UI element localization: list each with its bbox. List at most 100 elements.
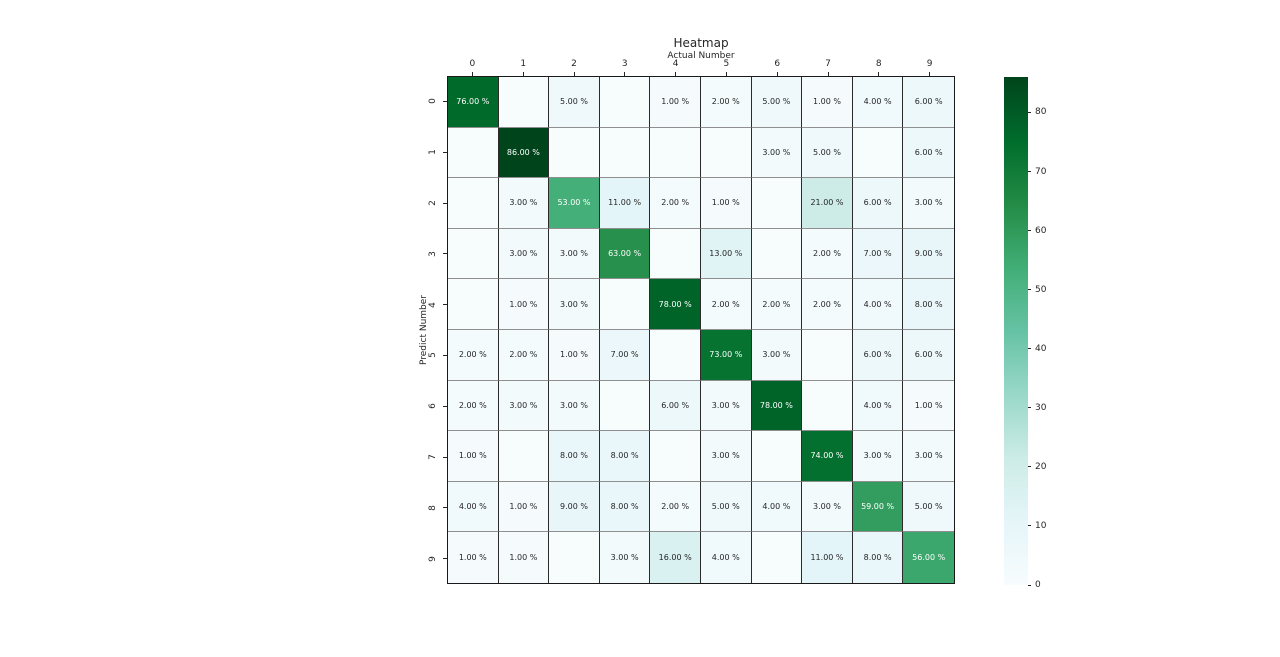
colorbar-tick-label: 60 xyxy=(1035,225,1047,236)
cell-value-label: 1.00 % xyxy=(661,97,690,107)
x-tick-label: 6 xyxy=(774,59,781,69)
cell-value-label: 8.00 % xyxy=(863,553,892,563)
heatmap-cell: 73.00 % xyxy=(700,329,752,381)
heatmap-cell xyxy=(650,127,701,179)
cell-value-label: 2.00 % xyxy=(458,350,487,360)
heatmap-cell: 2.00 % xyxy=(650,178,701,229)
cell-value-label: 8.00 % xyxy=(610,451,639,461)
cell-value-label: 3.00 % xyxy=(813,502,841,512)
cell-value-label: 86.00 % xyxy=(506,147,540,157)
cell-value-label: 2.00 % xyxy=(813,299,841,309)
cell-value-label: 2.00 % xyxy=(509,350,538,360)
colorbar-tick-label: 20 xyxy=(1035,461,1047,472)
heatmap-cell: 1.00 % xyxy=(549,329,600,381)
x-axis-label: Actual Number xyxy=(667,51,735,61)
heatmap-cell xyxy=(448,228,499,280)
heatmap-cell xyxy=(448,127,499,179)
cell-value-label: 8.00 % xyxy=(560,451,588,461)
cell-value-label: 13.00 % xyxy=(709,249,743,259)
heatmap-cell: 3.00 % xyxy=(549,279,600,330)
y-tick-mark xyxy=(443,151,447,153)
cell-value-label: 78.00 % xyxy=(759,400,793,410)
cell-value-label: 1.00 % xyxy=(914,400,943,410)
heatmap-cell: 1.00 % xyxy=(448,431,499,482)
x-axis-tick-labels: 0 1 2 3 4 5 6 7 8 9 xyxy=(447,59,955,71)
cell-value-label: 6.00 % xyxy=(863,350,892,360)
heatmap-cell: 3.00 % xyxy=(498,228,550,280)
cell-value-label: 4.00 % xyxy=(863,97,892,107)
cell-value-label: 3.00 % xyxy=(914,451,943,461)
cell-value-label: 2.00 % xyxy=(762,299,791,309)
x-tick-mark xyxy=(522,72,524,76)
heatmap-cell: 86.00 % xyxy=(498,127,550,179)
heatmap-cell: 1.00 % xyxy=(903,380,954,432)
heatmap-cell xyxy=(549,532,600,583)
heatmap-cell: 1.00 % xyxy=(700,178,752,229)
heatmap-cell: 3.00 % xyxy=(700,380,752,432)
cell-value-label: 59.00 % xyxy=(861,502,895,512)
y-tick-label: 6 xyxy=(428,403,438,410)
heatmap-cell: 5.00 % xyxy=(751,77,803,128)
cell-value-label: 8.00 % xyxy=(610,502,639,512)
heatmap-cell xyxy=(802,380,853,432)
cell-value-label: 1.00 % xyxy=(458,553,487,563)
cell-value-label: 3.00 % xyxy=(762,350,791,360)
x-tick-label: 7 xyxy=(825,59,831,69)
x-tick-label: 5 xyxy=(723,59,730,69)
cell-value-label: 11.00 % xyxy=(810,553,844,563)
heatmap-cell: 3.00 % xyxy=(498,380,550,432)
heatmap-cell: 3.00 % xyxy=(498,178,550,229)
colorbar-tick-mark xyxy=(1028,111,1031,113)
y-tick-mark xyxy=(443,100,447,102)
heatmap-cell: 4.00 % xyxy=(852,279,904,330)
colorbar-tick-mark xyxy=(1028,289,1031,291)
heatmap-cell: 8.00 % xyxy=(903,279,954,330)
cell-value-label: 16.00 % xyxy=(658,553,692,563)
heatmap-cell xyxy=(751,532,803,583)
x-tick-mark xyxy=(827,72,829,76)
y-tick-label: 7 xyxy=(428,454,438,460)
x-tick-mark xyxy=(573,72,575,76)
cell-value-label: 4.00 % xyxy=(863,299,892,309)
colorbar-tick-label: 70 xyxy=(1035,166,1047,177)
cell-value-label: 3.00 % xyxy=(509,198,538,208)
heatmap-cell: 6.00 % xyxy=(903,329,954,381)
cell-value-label: 2.00 % xyxy=(661,502,690,512)
y-tick-mark xyxy=(443,354,447,356)
cell-value-label: 1.00 % xyxy=(711,198,740,208)
heatmap-cell: 6.00 % xyxy=(852,178,904,229)
cell-value-label: 2.00 % xyxy=(661,198,690,208)
cell-value-label: 7.00 % xyxy=(863,249,892,259)
cell-value-label: 5.00 % xyxy=(914,502,943,512)
heatmap-cell: 3.00 % xyxy=(549,380,600,432)
heatmap-cell xyxy=(448,178,499,229)
heatmap-cell xyxy=(802,329,853,381)
y-tick-mark xyxy=(443,405,447,407)
heatmap-cell: 2.00 % xyxy=(802,279,853,330)
cell-value-label: 2.00 % xyxy=(711,299,740,309)
colorbar-tick-label: 30 xyxy=(1035,402,1047,413)
heatmap-cell: 2.00 % xyxy=(650,481,701,533)
heatmap-cell: 3.00 % xyxy=(903,178,954,229)
heatmap-cell: 74.00 % xyxy=(802,431,853,482)
heatmap-cell: 11.00 % xyxy=(599,178,651,229)
heatmap-cell: 13.00 % xyxy=(700,228,752,280)
colorbar-tick-mark xyxy=(1028,171,1031,172)
heatmap-grid: 76.00 % 5.00 % 1.00 % 2.00 % 5.00 % 1.00 % 4.0… xyxy=(447,76,955,584)
colorbar-tick-mark xyxy=(1028,584,1031,586)
heatmap-cell: 1.00 % xyxy=(802,77,853,128)
heatmap-cell: 2.00 % xyxy=(448,329,499,381)
heatmap-cell: 3.00 % xyxy=(852,431,904,482)
x-tick-mark xyxy=(878,72,880,76)
colorbar-tick-label: 80 xyxy=(1035,107,1047,118)
heatmap-cell: 6.00 % xyxy=(852,329,904,381)
heatmap-cell xyxy=(852,127,904,179)
cell-value-label: 3.00 % xyxy=(509,400,538,410)
cell-value-label: 1.00 % xyxy=(509,553,538,563)
colorbar-tick-label: 10 xyxy=(1035,520,1047,531)
cell-value-label: 6.00 % xyxy=(914,147,943,157)
heatmap-cell: 2.00 % xyxy=(498,329,550,381)
y-tick-mark xyxy=(443,507,447,509)
colorbar-tick-mark xyxy=(1028,407,1031,409)
